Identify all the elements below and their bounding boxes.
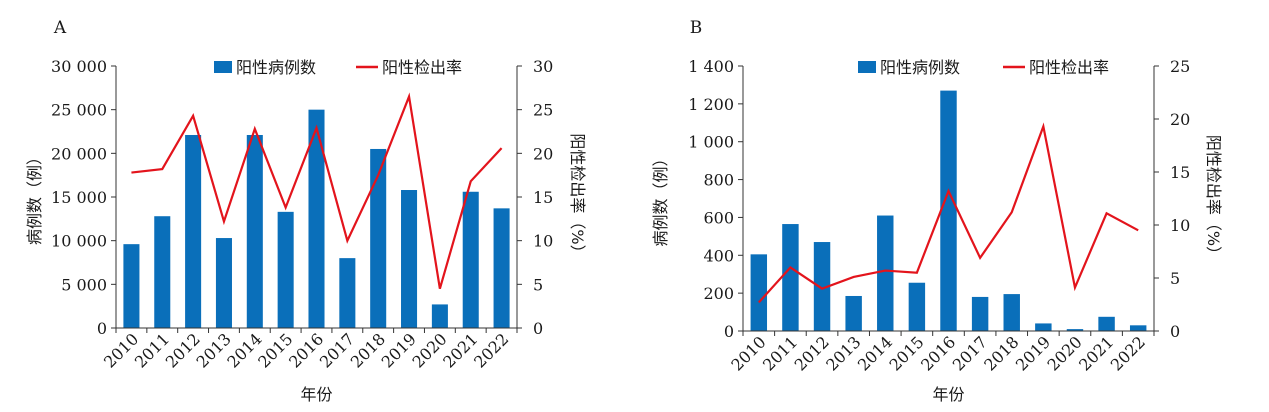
y-right-tick-label: 25 bbox=[1170, 57, 1190, 76]
y-axis-title: 病例数（例） bbox=[651, 150, 670, 246]
x-tick-label: 2013 bbox=[193, 329, 235, 371]
y-right-tick-label: 20 bbox=[1170, 110, 1190, 129]
bar-2020 bbox=[431, 304, 448, 328]
y-tick-label: 15 000 bbox=[51, 188, 107, 207]
bar-2019 bbox=[401, 190, 418, 328]
bar-2014 bbox=[877, 215, 894, 331]
y-tick-label: 600 bbox=[703, 208, 734, 227]
y-tick-label: 5 000 bbox=[61, 275, 107, 294]
y-axis-title: 病例数（例） bbox=[25, 149, 44, 245]
y-tick-label: 10 000 bbox=[51, 232, 107, 251]
x-tick-label: 2014 bbox=[223, 329, 265, 371]
y-tick-label: 400 bbox=[703, 246, 734, 265]
x-axis-title: 年份 bbox=[300, 385, 332, 404]
bar-2020 bbox=[1066, 329, 1084, 331]
bar-2013 bbox=[845, 295, 862, 331]
bar-2022 bbox=[493, 208, 510, 328]
legend-label-bar: 阳性病例数 bbox=[236, 58, 316, 77]
x-tick-label: 2014 bbox=[854, 332, 896, 374]
chart-panel-a: A 0 5 000 10 000 15 000 20 000 25 000 30 000 0 5 1… bbox=[25, 18, 587, 404]
bar-2012 bbox=[185, 134, 202, 328]
bar-2022 bbox=[1129, 325, 1147, 331]
bar-2010 bbox=[750, 254, 768, 331]
panel-label: B bbox=[690, 18, 703, 38]
x-tick-label: 2012 bbox=[162, 329, 204, 371]
legend-label-line: 阳性检出率 bbox=[382, 58, 462, 77]
y-right-tick-label: 25 bbox=[533, 101, 553, 120]
y-tick-label: 200 bbox=[703, 284, 734, 303]
x-tick-label: 2022 bbox=[1107, 332, 1149, 374]
legend-swatch-bar bbox=[214, 61, 232, 73]
bar-2011 bbox=[782, 224, 799, 331]
y-tick-label: 1 200 bbox=[688, 95, 734, 114]
y-axis-right-title: 阳性检出率（%） bbox=[568, 133, 587, 260]
bar-2013 bbox=[215, 238, 232, 328]
bar-2014 bbox=[246, 134, 263, 328]
x-tick-label: 2020 bbox=[408, 329, 450, 371]
x-axis-title: 年份 bbox=[932, 385, 964, 404]
x-tick-label: 2019 bbox=[378, 329, 420, 371]
y-right-tick-label: 5 bbox=[1170, 269, 1180, 288]
x-tick-label: 2015 bbox=[885, 332, 927, 374]
bar-2016 bbox=[308, 109, 325, 329]
y-tick-label: 1 400 bbox=[688, 57, 734, 76]
y-right-tick-label: 10 bbox=[1170, 216, 1190, 235]
y-right-tick-label: 5 bbox=[533, 275, 543, 294]
y-right-tick-label: 30 bbox=[533, 57, 553, 76]
bar-2012 bbox=[813, 242, 831, 331]
x-tick-label: 2021 bbox=[439, 329, 481, 371]
y-tick-label: 20 000 bbox=[51, 144, 107, 163]
y-tick-label: 25 000 bbox=[51, 101, 107, 120]
x-tick-label: 2013 bbox=[822, 332, 864, 374]
bar-2011 bbox=[154, 216, 171, 328]
x-tick-label: 2016 bbox=[285, 329, 327, 371]
y-right-tick-label: 20 bbox=[533, 144, 553, 163]
x-tick-label: 2018 bbox=[980, 332, 1022, 374]
y-axis-right-title: 阳性检出率（%） bbox=[1204, 135, 1223, 262]
bar-2019 bbox=[1035, 323, 1052, 331]
x-tick-label: 2016 bbox=[917, 332, 959, 374]
x-tick-label: 2011 bbox=[759, 332, 801, 374]
y-tick-label: 1 000 bbox=[688, 133, 734, 152]
bar-2017 bbox=[339, 258, 356, 328]
chart-panel-b: B 0 200 400 600 800 1 000 1 200 1 400 0 5 10 15 20 25 2… bbox=[651, 18, 1223, 404]
y-right-tick-label: 15 bbox=[1170, 163, 1190, 182]
x-tick-label: 2022 bbox=[470, 329, 512, 371]
y-right-tick-label: 10 bbox=[533, 232, 553, 251]
bar-2018 bbox=[370, 148, 387, 328]
bar-2015 bbox=[277, 211, 294, 328]
x-tick-label: 2017 bbox=[949, 332, 991, 374]
bar-2017 bbox=[971, 296, 989, 331]
legend-label-bar: 阳性病例数 bbox=[880, 58, 960, 77]
x-tick-label: 2012 bbox=[791, 332, 833, 374]
bar-2021 bbox=[1098, 316, 1115, 331]
y-tick-label: 30 000 bbox=[51, 57, 107, 76]
y-tick-label: 800 bbox=[703, 171, 734, 190]
bar-2010 bbox=[123, 244, 140, 328]
x-tick-label: 2015 bbox=[254, 329, 296, 371]
bar-2018 bbox=[1003, 294, 1020, 331]
panel-label: A bbox=[53, 18, 67, 38]
y-right-tick-label: 15 bbox=[533, 188, 553, 207]
bar-2015 bbox=[908, 282, 926, 331]
y-tick-label: 0 bbox=[97, 319, 107, 338]
x-tick-label: 2011 bbox=[131, 329, 173, 371]
x-tick-label: 2021 bbox=[1075, 332, 1117, 374]
x-tick-label: 2018 bbox=[347, 329, 389, 371]
legend-swatch-bar bbox=[858, 61, 876, 73]
y-tick-label: 0 bbox=[724, 322, 734, 341]
x-tick-label: 2017 bbox=[316, 329, 358, 371]
y-right-tick-label: 0 bbox=[533, 319, 543, 338]
y-right-tick-label: 0 bbox=[1170, 322, 1180, 341]
bar-2021 bbox=[462, 191, 479, 328]
x-tick-label: 2020 bbox=[1044, 332, 1086, 374]
legend-label-line: 阳性检出率 bbox=[1029, 58, 1109, 77]
bar-2016 bbox=[940, 90, 957, 331]
x-tick-label: 2019 bbox=[1012, 332, 1054, 374]
